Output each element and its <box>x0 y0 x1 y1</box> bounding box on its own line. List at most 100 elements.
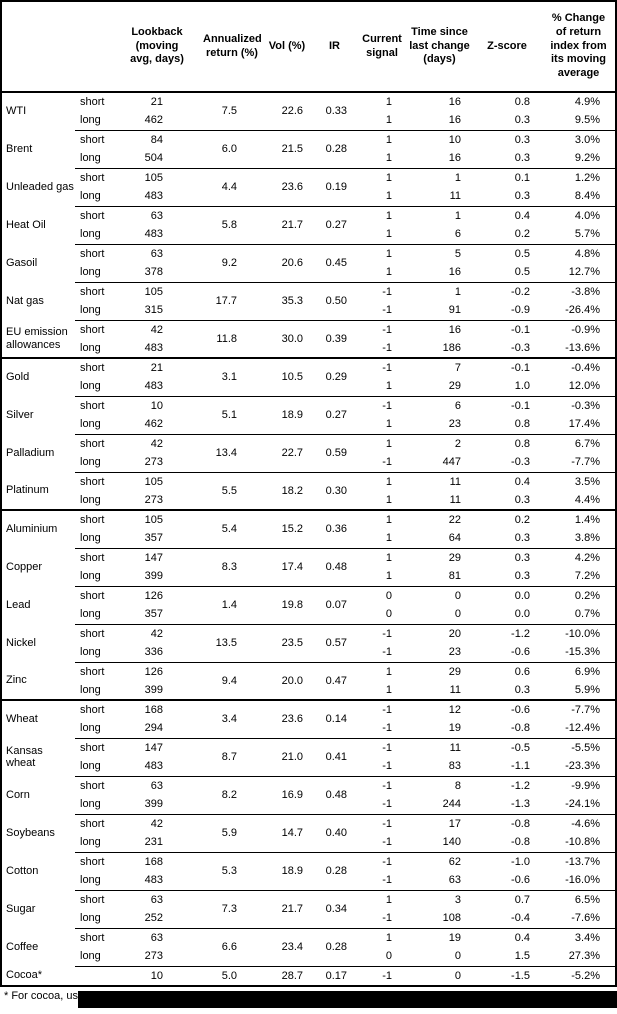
leg-label: short <box>75 433 112 453</box>
pct-change-value: 4.4% <box>574 493 600 506</box>
leg-label: long <box>80 912 101 925</box>
annualized-return-value: 9.2 <box>202 243 262 282</box>
commodity-name: Silver <box>6 408 34 421</box>
current-signal-value: 1 <box>357 205 407 225</box>
current-signal-value: -1 <box>382 456 392 469</box>
z-score-value: -1.2 <box>472 775 542 795</box>
pct-change-value: -0.3% <box>542 395 615 415</box>
lookback-value: 294 <box>144 722 163 735</box>
pct-change-value: 1.2% <box>542 167 615 187</box>
vol-value: 18.9 <box>262 851 312 890</box>
z-score-value: 0.4 <box>472 205 542 225</box>
current-signal-value: -1 <box>382 646 392 659</box>
commodity-name: Corn <box>6 788 30 801</box>
commodity-name: Kansas wheat <box>6 744 43 769</box>
current-signal-value: 1 <box>357 509 407 529</box>
vol-value: 23.5 <box>262 623 312 662</box>
lookback-value: 462 <box>144 418 163 431</box>
time-since-change-value: 11 <box>449 493 461 506</box>
z-score-value: 0.0 <box>472 585 542 605</box>
leg-label: short <box>75 623 112 643</box>
table-row: Nat gas short 105 17.7 35.3 0.50 -1 1 -0.2 -3.8% <box>2 281 615 320</box>
leg-label <box>75 965 112 985</box>
current-signal-value: -1 <box>382 760 392 773</box>
lookback-value: 42 <box>112 623 202 643</box>
leg-label: long <box>80 341 101 354</box>
annualized-return-value: 5.3 <box>202 851 262 890</box>
current-signal-value: 1 <box>385 114 392 127</box>
lookback-value: 10 <box>112 965 202 985</box>
current-signal-value: 1 <box>385 190 392 203</box>
pct-change-value: -9.9% <box>542 775 615 795</box>
lookback-value: 84 <box>112 129 202 149</box>
table-row: Gasoil short 63 9.2 20.6 0.45 1 5 0.5 4.8% <box>2 243 615 282</box>
table-row: long 399 -1 244 -1.3 -24.1% <box>2 795 615 814</box>
vol-value: 19.8 <box>262 585 312 624</box>
current-signal-value: 1 <box>385 493 392 506</box>
vol-value: 21.0 <box>262 737 312 776</box>
current-signal-value: 1 <box>357 661 407 681</box>
lookback-value: 147 <box>112 547 202 567</box>
leg-label: short <box>75 547 112 567</box>
ir-value: 0.27 <box>312 395 357 434</box>
leg-label: long <box>80 532 101 545</box>
leg-label: long <box>80 228 101 241</box>
time-since-change-value: 16 <box>448 266 461 279</box>
table-row: Platinum short 105 5.5 18.2 0.30 1 11 0.4 3.5% <box>2 471 615 510</box>
current-signal-value: -1 <box>357 699 407 719</box>
pct-change-value: 5.9% <box>574 683 600 696</box>
ir-value: 0.34 <box>312 889 357 928</box>
table-row: long 231 -1 140 -0.8 -10.8% <box>2 833 615 852</box>
lookback-value: 357 <box>144 608 163 621</box>
annualized-return-value: 6.0 <box>202 129 262 168</box>
ir-value: 0.50 <box>312 281 357 320</box>
vol-value: 30.0 <box>262 319 312 358</box>
table-row: Soybeans short 42 5.9 14.7 0.40 -1 17 -0.8 -4.6% <box>2 813 615 852</box>
current-signal-value: 1 <box>357 167 407 187</box>
z-score-value: 0.3 <box>514 683 530 696</box>
z-score-value: 0.0 <box>514 608 530 621</box>
lookback-value: 273 <box>144 456 163 469</box>
table-row: Silver short 10 5.1 18.9 0.27 -1 6 -0.1 -0.3% <box>2 395 615 434</box>
time-since-change-value: 7 <box>407 357 472 377</box>
pct-change-value: 4.2% <box>542 547 615 567</box>
time-since-change-value: 29 <box>407 661 472 681</box>
time-since-change-value: 20 <box>407 623 472 643</box>
table-row: long 357 1 64 0.3 3.8% <box>2 529 615 548</box>
lookback-value: 105 <box>112 281 202 301</box>
time-since-change-value: 23 <box>448 418 461 431</box>
lookback-value: 63 <box>112 205 202 225</box>
leg-label: short <box>75 471 112 491</box>
annualized-return-value: 3.1 <box>202 357 262 396</box>
annualized-return-value: 11.8 <box>202 319 262 358</box>
current-signal-value: 1 <box>385 266 392 279</box>
z-score-value: -0.8 <box>472 813 542 833</box>
vol-value: 22.6 <box>281 105 303 118</box>
commodity-name: Coffee <box>6 940 39 953</box>
annualized-return-value: 8.7 <box>202 737 262 776</box>
leg-label: long <box>80 418 101 431</box>
vol-value: 23.6 <box>262 699 312 738</box>
leg-label: long <box>80 190 101 203</box>
lookback-value: 504 <box>144 152 163 165</box>
time-since-change-value: 0 <box>454 608 461 621</box>
z-score-value: -0.1 <box>472 319 542 339</box>
leg-label: long <box>80 304 101 317</box>
leg-label: long <box>80 683 101 696</box>
header-ir: IR <box>312 2 357 93</box>
time-since-change-value: 0 <box>407 965 472 985</box>
leg-label: long <box>80 114 101 127</box>
commodity-name: Lead <box>6 598 31 611</box>
pct-change-value: -7.6% <box>571 912 600 925</box>
ir-value: 0.07 <box>312 585 357 624</box>
pct-change-value: 6.5% <box>542 889 615 909</box>
lookback-value: 399 <box>144 798 163 811</box>
time-since-change-value: 140 <box>442 836 461 849</box>
lookback-value: 63 <box>112 775 202 795</box>
time-since-change-value: 23 <box>448 646 461 659</box>
time-since-change-value: 16 <box>448 152 461 165</box>
current-signal-value: 1 <box>385 418 392 431</box>
footnote-text: * For cocoa, uses o <box>4 990 99 1002</box>
lookback-value: 378 <box>144 266 163 279</box>
pct-change-value: -15.3% <box>565 646 600 659</box>
